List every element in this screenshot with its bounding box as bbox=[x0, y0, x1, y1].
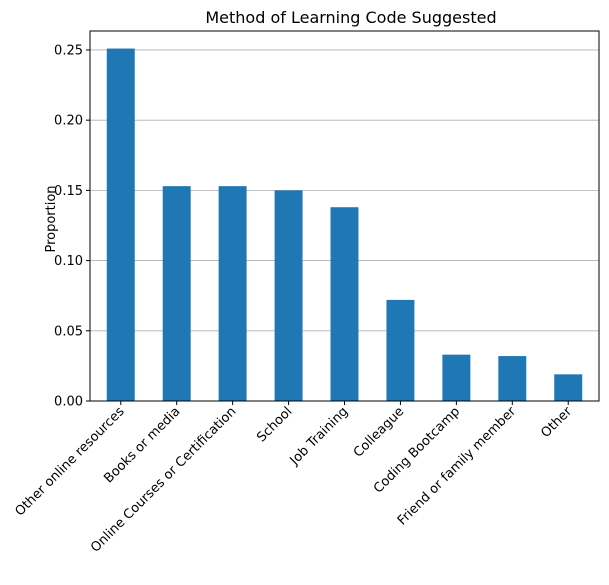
y-axis-ticks: 0.00 0.05 0.10 0.15 0.20 0.25 bbox=[54, 43, 90, 410]
bars bbox=[106, 48, 583, 401]
y-tick-label: 0.20 bbox=[54, 114, 83, 129]
y-tick-label: 0.10 bbox=[54, 254, 83, 269]
bar bbox=[274, 190, 303, 401]
bar bbox=[106, 48, 135, 401]
bar bbox=[442, 354, 471, 401]
y-axis-label: Proportion bbox=[44, 185, 59, 252]
bar bbox=[498, 356, 527, 401]
bar bbox=[162, 186, 191, 401]
bar bbox=[330, 207, 359, 401]
y-tick-label: 0.00 bbox=[54, 395, 83, 410]
chart-title: Method of Learning Code Suggested bbox=[205, 8, 496, 27]
bar bbox=[554, 374, 583, 401]
bar bbox=[386, 299, 415, 401]
y-tick-label: 0.25 bbox=[54, 43, 83, 58]
bar bbox=[218, 186, 247, 401]
y-tick-label: 0.05 bbox=[54, 324, 83, 339]
y-tick-label: 0.15 bbox=[54, 184, 83, 199]
